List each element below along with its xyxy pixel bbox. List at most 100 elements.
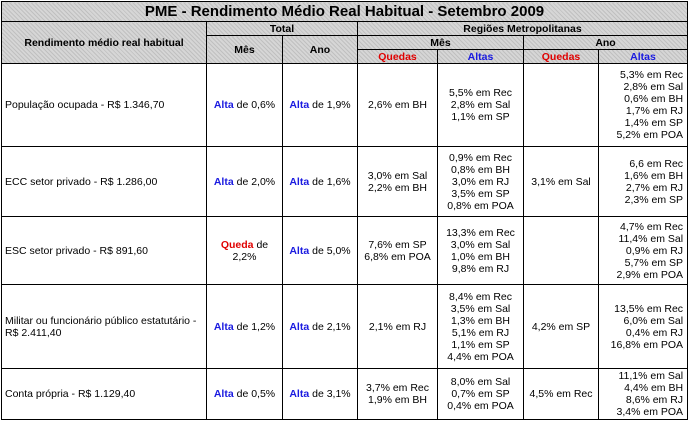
alta-keyword: Alta	[289, 320, 310, 333]
region-value: 1,1% em SP	[451, 111, 510, 123]
region-value: 8,4% em Rec	[448, 290, 513, 303]
ano-quedas-cell	[523, 216, 599, 285]
ano-altas-cell: 4,7% em Rec 11,4% em Sal 0,9% em RJ 5,7% em…	[597, 216, 688, 285]
region-value: 3,4% em POA	[616, 406, 684, 418]
mes-quedas-cell: 2,6% em BH	[357, 63, 438, 147]
mes-altas-cell: 0,9% em Rec 0,8% em BH 3,0% em RJ 3,5% em S…	[437, 146, 524, 217]
region-value: 2,9% em POA	[616, 268, 684, 281]
region-value: 1,3% em BH	[451, 314, 510, 327]
percentage-text: de 5,0%	[309, 244, 351, 257]
row-label: Conta própria - R$ 1.129,40	[1, 368, 207, 420]
total-mes-cell: Alta de 0,5%	[206, 368, 283, 420]
table-title: PME - Rendimento Médio Real Habitual - S…	[0, 1, 688, 22]
region-value: 3,5% em Sal	[450, 302, 511, 315]
region-value: 1,9% em BH	[368, 394, 427, 406]
mes-altas-header: Altas	[437, 49, 524, 64]
total-ano-cell: Alta de 5,0%	[282, 216, 358, 285]
regioes-mes-header: Mês	[357, 35, 524, 50]
percentage-text: de 1,9%	[309, 99, 351, 111]
ano-altas-cell: 5,3% em Rec 2,8% em Sal 0,6% em BH 1,7% em …	[597, 63, 688, 147]
region-value: 11,4% em Sal	[618, 232, 684, 245]
region-value: 1,1% em SP	[451, 338, 510, 351]
mes-quedas-cell: 7,6% em SP 6,8% em POA	[357, 216, 438, 285]
region-value: 1,6% em BH	[624, 169, 684, 182]
row-label: ESC setor privado - R$ 891,60	[1, 216, 207, 285]
region-value: 0,6% em BH	[624, 93, 684, 105]
region-value: 5,5% em Rec	[448, 87, 513, 99]
alta-keyword: Alta	[213, 388, 234, 400]
region-value: 2,7% em RJ	[625, 181, 684, 194]
region-value: 0,9% em Rec	[448, 151, 513, 164]
queda-keyword: Queda	[220, 238, 254, 251]
region-value: 0,9% em RJ	[625, 244, 684, 257]
total-header: Total	[206, 21, 358, 36]
total-ano-cell: Alta de 1,9%	[282, 63, 358, 147]
total-ano-cell: Alta de 1,6%	[282, 146, 358, 217]
mes-quedas-cell: 3,0% em Sal 2,2% em BH	[357, 146, 438, 217]
region-value: 13,3% em Rec	[446, 226, 515, 239]
ano-altas-header: Altas	[597, 49, 688, 64]
region-value: 8,6% em RJ	[625, 394, 684, 406]
percentage-text: de 0,5%	[233, 388, 276, 400]
region-value: 2,8% em Sal	[623, 81, 684, 93]
region-value: 3,1% em Sal	[531, 175, 591, 188]
region-value: 5,1% em RJ	[451, 326, 510, 339]
table-row: ECC setor privado - R$ 1.286,00 Alta de 2…	[1, 146, 688, 217]
region-value: 1,4% em SP	[624, 117, 684, 129]
region-value: 3,0% em Sal	[367, 169, 428, 182]
regioes-header: Regiões Metropolitanas	[356, 21, 688, 36]
table-row: Militar ou funcionário público estatutár…	[1, 284, 688, 369]
alta-keyword: Alta	[289, 99, 310, 111]
ano-quedas-cell	[523, 63, 599, 147]
region-value: 0,7% em SP	[451, 388, 510, 400]
region-value: 6,6 em Rec	[629, 157, 684, 170]
region-value: 4,4% em BH	[624, 382, 684, 394]
percentage-text: de 2,0%	[233, 175, 276, 188]
region-value: 4,7% em Rec	[620, 220, 684, 233]
percentage-text: de 1,6%	[309, 175, 351, 188]
ano-altas-cell: 13,5% em Rec 6,0% em Sal 0,4% em RJ 16,8% e…	[597, 284, 688, 369]
mes-altas-cell: 8,4% em Rec 3,5% em Sal 1,3% em BH 5,1% em …	[437, 284, 524, 369]
mes-altas-cell: 8,0% em Sal 0,7% em SP 0,4% em POA	[437, 368, 524, 420]
regioes-ano-header: Ano	[522, 35, 688, 50]
region-value: 5,7% em SP	[624, 256, 684, 269]
mes-altas-cell: 5,5% em Rec 2,8% em Sal 1,1% em SP	[437, 63, 524, 147]
region-value: 2,8% em Sal	[450, 99, 511, 111]
alta-keyword: Alta	[289, 175, 310, 188]
region-value: 4,2% em SP	[531, 320, 591, 333]
row-label: População ocupada - R$ 1.346,70	[1, 63, 207, 147]
alta-keyword: Alta	[289, 244, 310, 257]
region-value: 2,1% em RJ	[368, 320, 427, 333]
region-value: 5,2% em POA	[616, 129, 684, 141]
region-value: 5,3% em Rec	[620, 69, 684, 81]
row-label: ECC setor privado - R$ 1.286,00	[1, 146, 207, 217]
region-value: 7,6% em SP	[368, 238, 427, 251]
region-value: 4,4% em POA	[447, 350, 514, 363]
table-row: ESC setor privado - R$ 891,60 Queda de 2,…	[1, 216, 688, 285]
region-value: 11,1% em Sal	[618, 370, 684, 382]
region-value: 3,0% em Sal	[450, 238, 511, 251]
region-value: 2,3% em SP	[624, 193, 684, 206]
region-value: 0,4% em RJ	[625, 326, 684, 339]
ano-altas-cell: 6,6 em Rec 1,6% em BH 2,7% em RJ 2,3% em SP	[597, 146, 688, 217]
region-value: 8,0% em Sal	[450, 376, 511, 388]
region-value: 6,0% em Sal	[623, 314, 684, 327]
region-value: 3,7% em Rec	[365, 382, 430, 394]
alta-keyword: Alta	[289, 388, 310, 400]
alta-keyword: Alta	[213, 99, 234, 111]
row-label: Militar ou funcionário público estatutár…	[1, 284, 207, 369]
total-mes-cell: Queda de 2,2%	[206, 216, 283, 285]
alta-keyword: Alta	[213, 175, 234, 188]
total-mes-cell: Alta de 2,0%	[206, 146, 283, 217]
ano-quedas-cell: 3,1% em Sal	[523, 146, 599, 217]
percentage-text: de 2,1%	[309, 320, 351, 333]
region-value: 3,5% em SP	[451, 187, 510, 200]
ano-quedas-header: Quedas	[523, 49, 599, 64]
total-ano-cell: Alta de 3,1%	[282, 368, 358, 420]
ano-quedas-cell: 4,5% em Rec	[523, 368, 599, 420]
region-value: 4,5% em Rec	[529, 388, 593, 400]
percentage-text: de 3,1%	[309, 388, 351, 400]
ano-altas-cell: 11,1% em Sal 4,4% em BH 8,6% em RJ 3,4% em …	[597, 368, 688, 420]
region-value: 2,6% em BH	[368, 99, 427, 111]
mes-quedas-cell: 3,7% em Rec 1,9% em BH	[357, 368, 438, 420]
